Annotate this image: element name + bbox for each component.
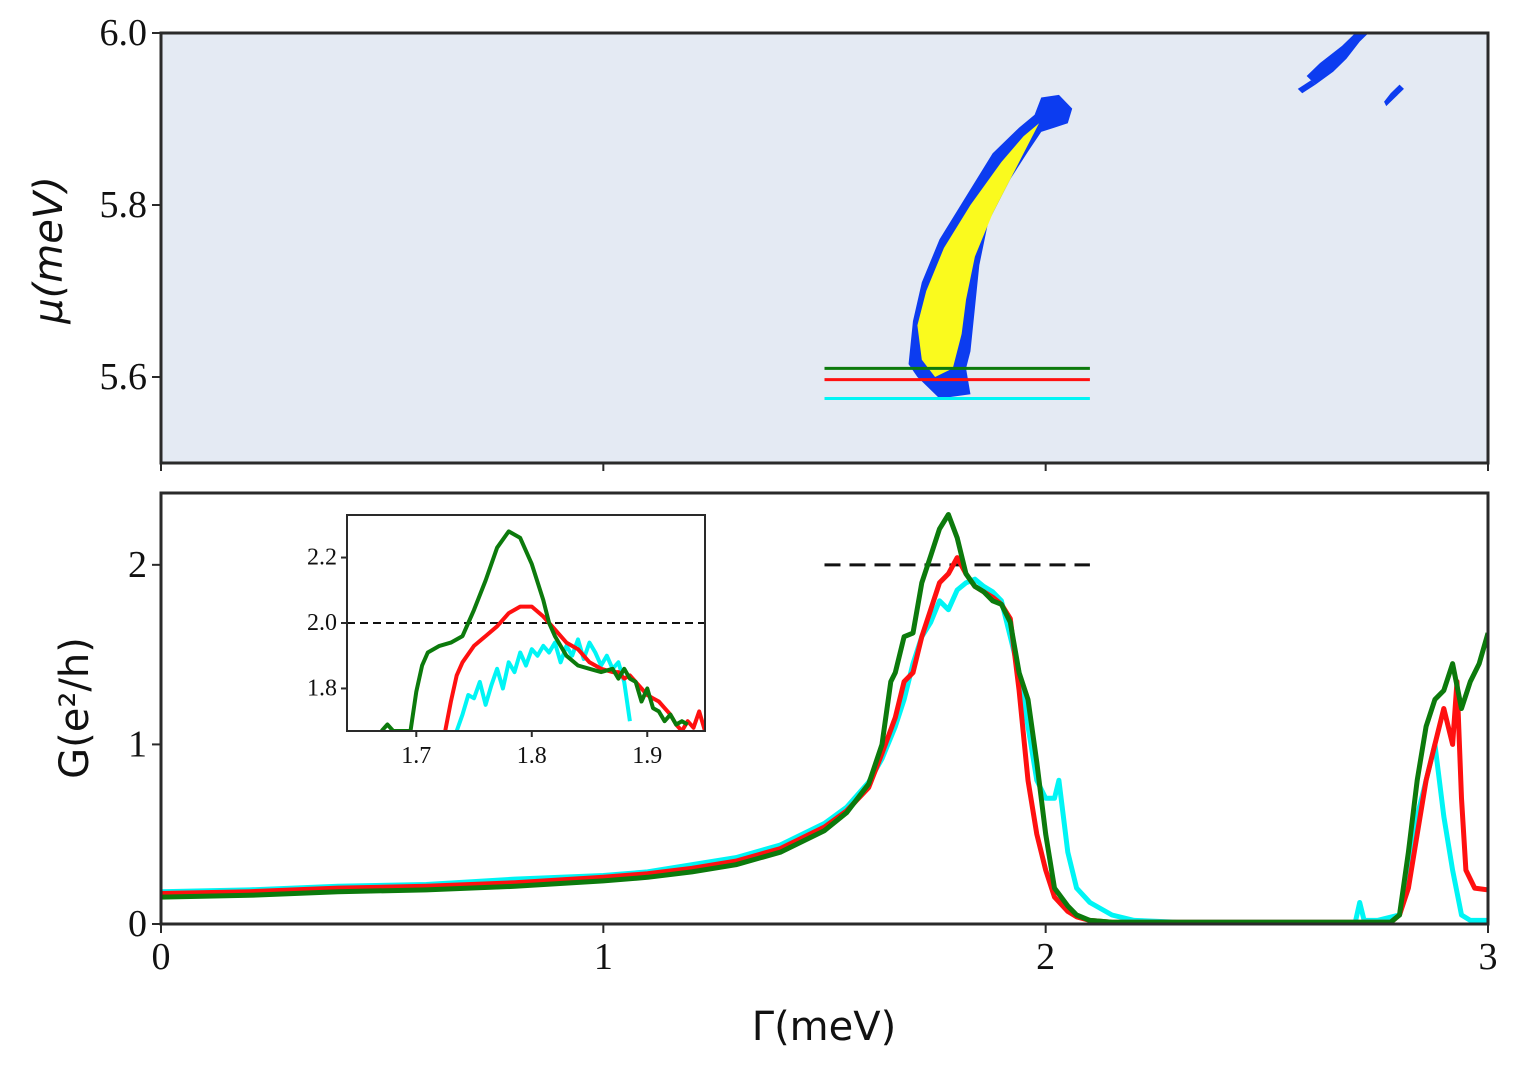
conductance-y-axis-label: G(e²/h) bbox=[52, 637, 98, 779]
heatmap-x-ticks bbox=[160, 463, 1489, 471]
inset-xtick-label: 1.7 bbox=[401, 743, 431, 769]
conductance-panel: 0 1 2 3 0 1 2 Γ(meV) G(e²/h) bbox=[52, 491, 1498, 1050]
heatmap-region-blue bbox=[1297, 80, 1316, 94]
heatmap-regions bbox=[908, 33, 1404, 399]
heatmap-region-blue bbox=[1306, 33, 1369, 85]
inset-series-line-green bbox=[380, 529, 689, 731]
series-line-green bbox=[161, 512, 1488, 924]
heatmap-y-axis-label: μ(meV) bbox=[26, 176, 72, 325]
heatmap-cut-lines bbox=[824, 366, 1090, 400]
inset-series bbox=[380, 529, 705, 731]
inset-x-ticks: 1.7 1.8 1.9 bbox=[401, 731, 662, 769]
conductance-xtick-label: 0 bbox=[152, 936, 171, 978]
heatmap-background bbox=[161, 33, 1488, 463]
conductance-ytick-label: 2 bbox=[128, 544, 147, 586]
conductance-y-ticks: 0 1 2 bbox=[128, 544, 161, 945]
heatmap-ytick-label: 6.0 bbox=[100, 12, 148, 54]
conductance-series bbox=[161, 512, 1488, 924]
inset-y-ticks: 1.8 2.0 2.2 bbox=[307, 545, 347, 701]
heatmap-ytick-label: 5.6 bbox=[100, 356, 148, 398]
inset-ytick-label: 1.8 bbox=[307, 675, 337, 701]
inset-series-line-cyan bbox=[454, 637, 632, 731]
heatmap-frame bbox=[159, 31, 1490, 465]
heatmap-region-blue bbox=[1384, 84, 1404, 107]
conductance-xtick-label: 3 bbox=[1479, 936, 1498, 978]
conductance-ytick-label: 0 bbox=[128, 903, 147, 945]
inset-xtick-label: 1.9 bbox=[632, 743, 662, 769]
conductance-xtick-label: 1 bbox=[594, 936, 613, 978]
heatmap-region-yellow bbox=[917, 123, 1040, 377]
inset-ytick-label: 2.0 bbox=[307, 610, 337, 636]
heatmap-ytick-label: 5.8 bbox=[100, 184, 148, 226]
conductance-ytick-label: 1 bbox=[128, 723, 147, 765]
conductance-xtick-label: 2 bbox=[1036, 936, 1055, 978]
heatmap-panel: 5.6 5.8 6.0 μ(meV) bbox=[26, 12, 1490, 471]
heatmap-y-ticks: 5.6 5.8 6.0 bbox=[100, 12, 161, 398]
conductance-x-axis-label: Γ(meV) bbox=[752, 1004, 896, 1050]
inset-xtick-label: 1.8 bbox=[517, 743, 547, 769]
inset-ytick-label: 2.2 bbox=[307, 545, 337, 571]
inset-panel: 1.7 1.8 1.9 1.8 2.0 2.2 bbox=[307, 514, 706, 769]
conductance-frame bbox=[159, 491, 1490, 926]
conductance-x-ticks: 0 1 2 3 bbox=[152, 924, 1498, 978]
